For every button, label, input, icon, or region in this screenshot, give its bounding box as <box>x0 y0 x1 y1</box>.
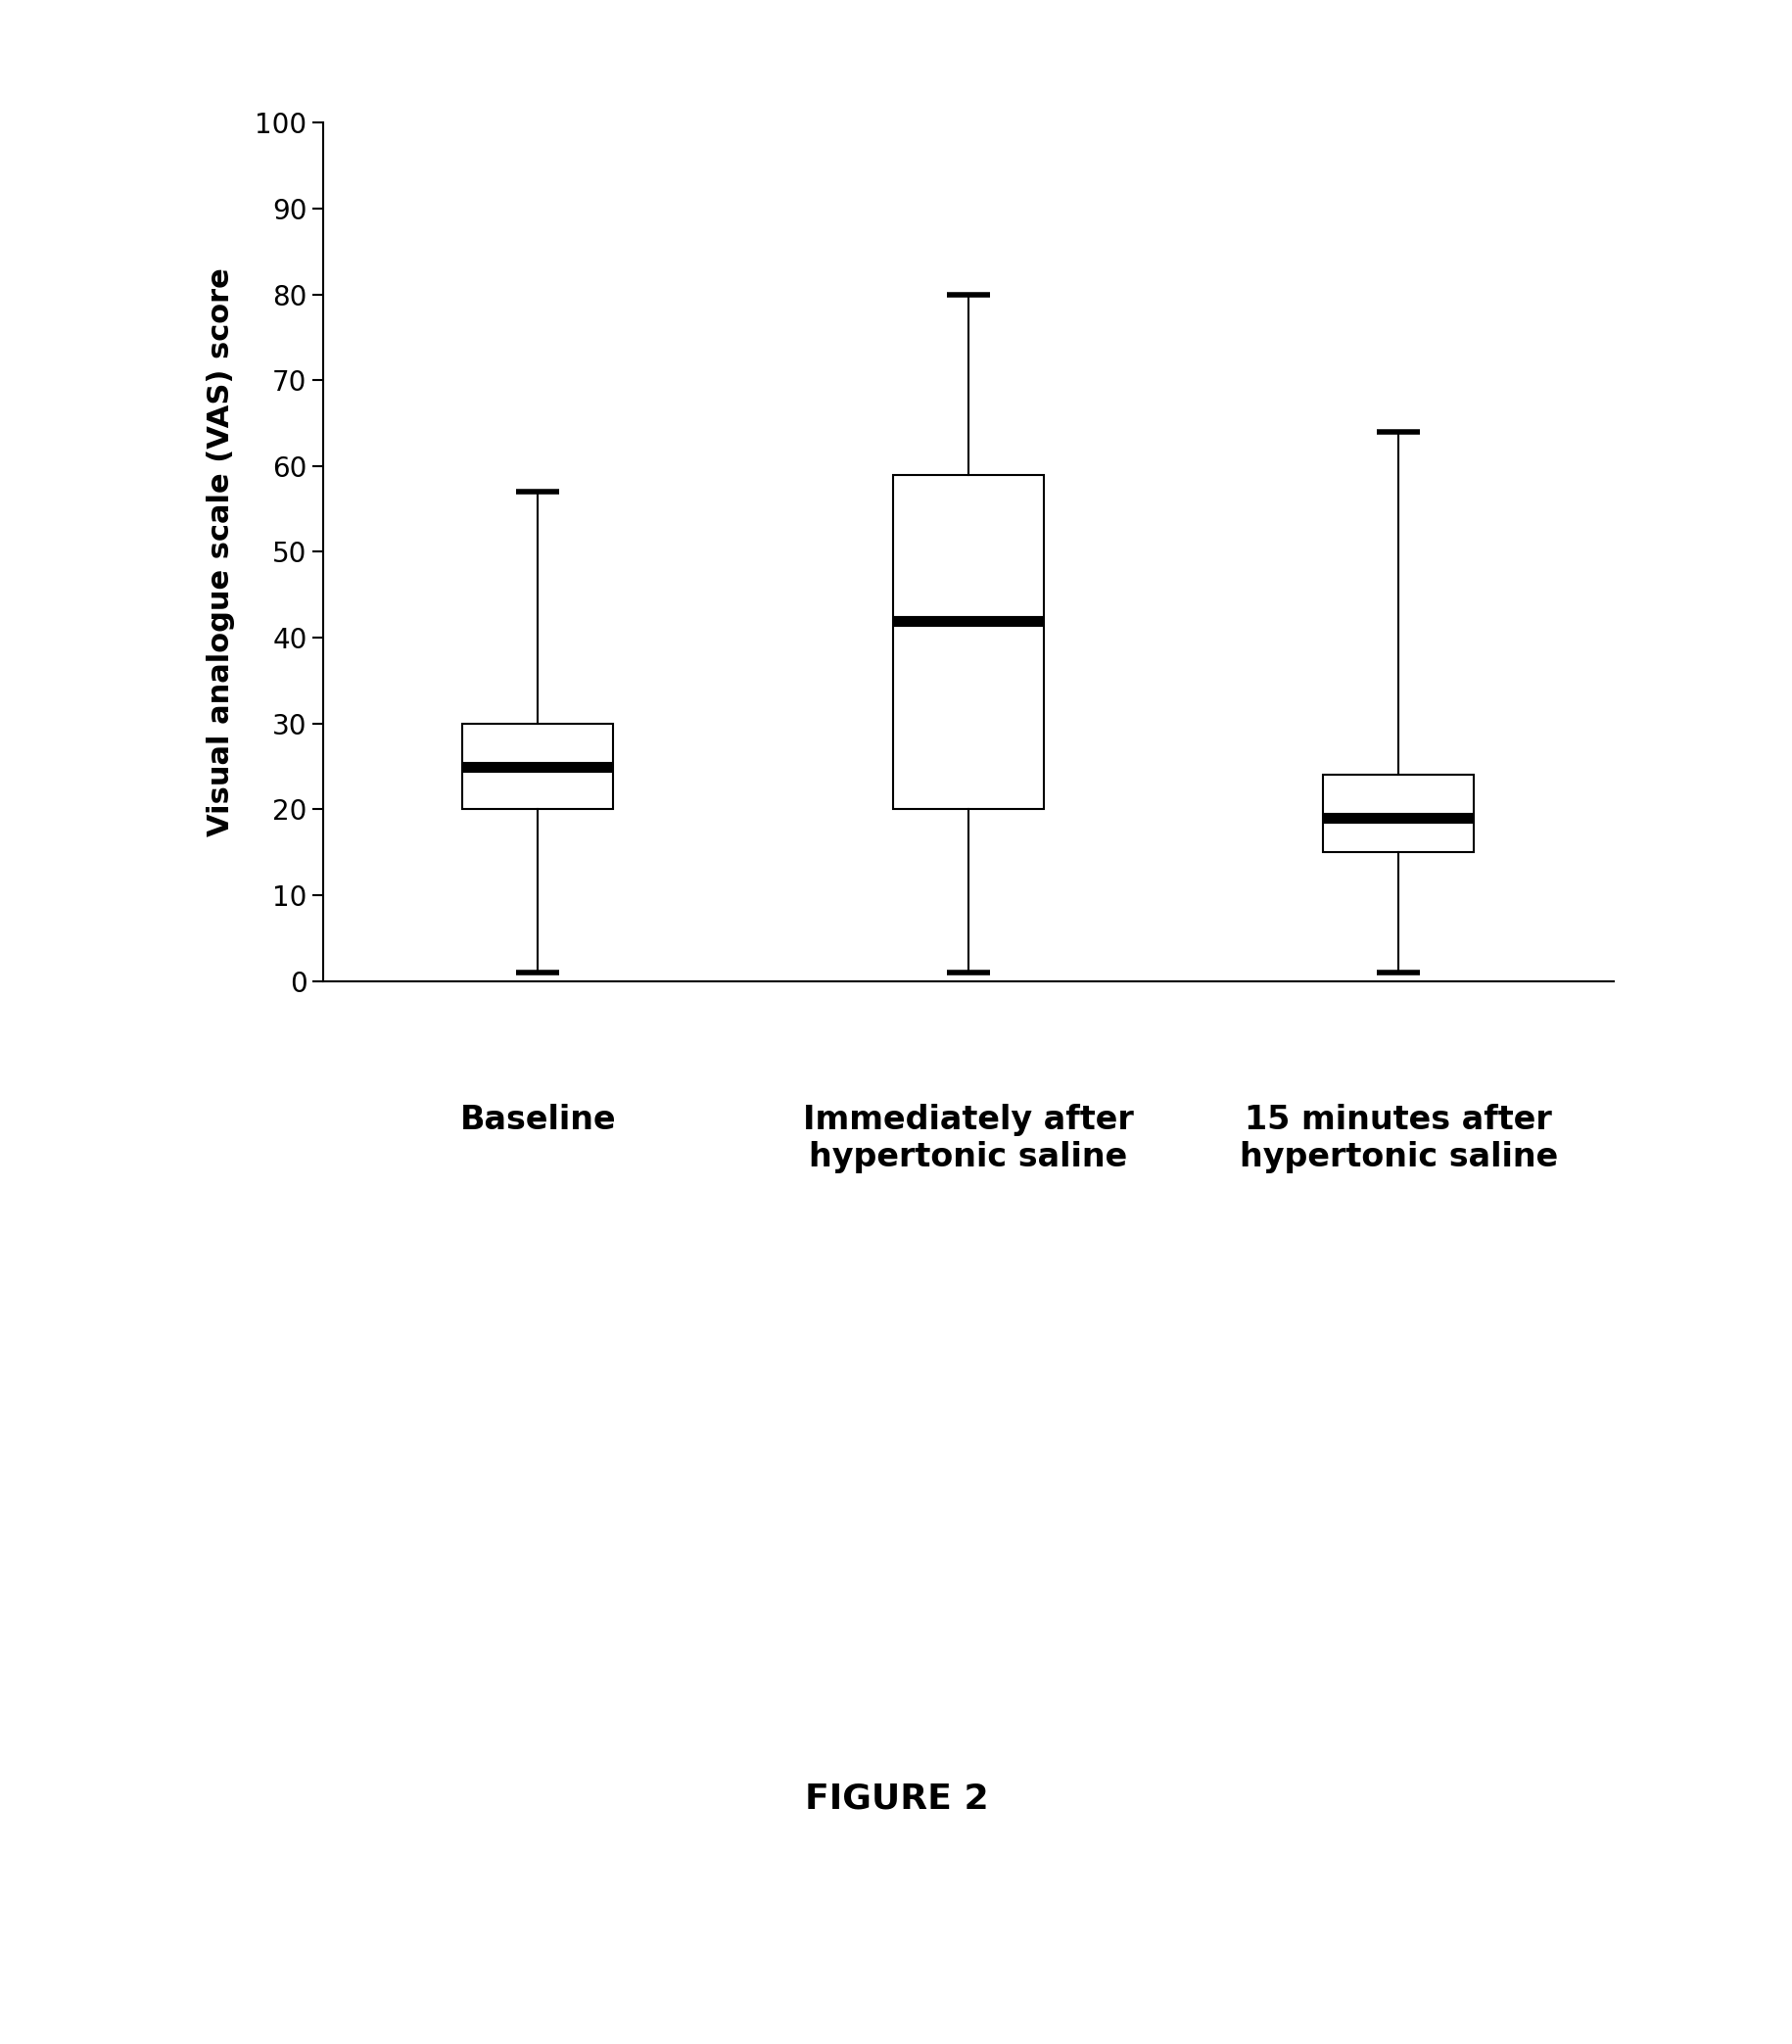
FancyBboxPatch shape <box>462 724 613 809</box>
Text: FIGURE 2: FIGURE 2 <box>805 1782 987 1815</box>
Text: Baseline: Baseline <box>459 1104 616 1136</box>
Y-axis label: Visual analogue scale (VAS) score: Visual analogue scale (VAS) score <box>206 268 235 836</box>
FancyBboxPatch shape <box>1322 775 1473 852</box>
Text: 15 minutes after
hypertonic saline: 15 minutes after hypertonic saline <box>1238 1104 1557 1173</box>
Text: Immediately after
hypertonic saline: Immediately after hypertonic saline <box>803 1104 1133 1173</box>
FancyBboxPatch shape <box>892 474 1043 809</box>
